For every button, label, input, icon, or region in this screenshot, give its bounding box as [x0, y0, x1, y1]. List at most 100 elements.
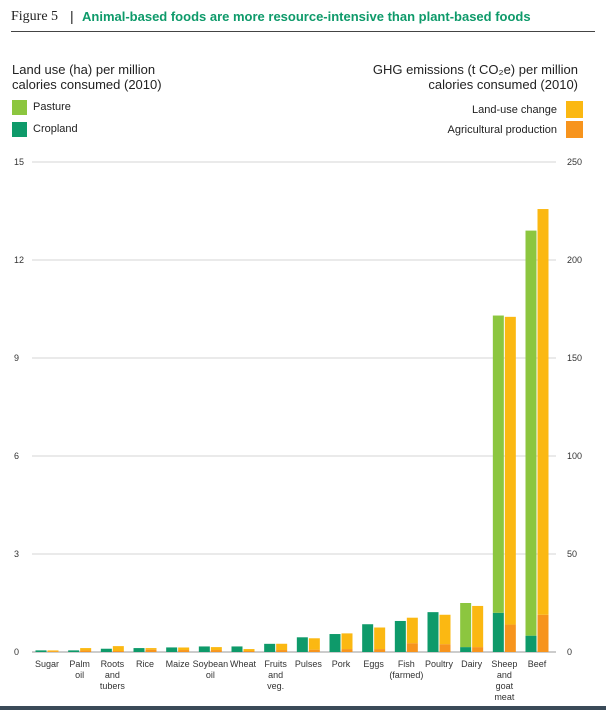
category-label-line: Dairy — [461, 659, 483, 669]
bar-agricultural-production — [178, 650, 190, 652]
category-label-line: oil — [206, 670, 215, 680]
category-label-line: and — [497, 670, 512, 680]
bar-agricultural-production — [439, 644, 451, 652]
legend-label-pasture: Pasture — [33, 101, 71, 113]
category-label-line: Maize — [166, 659, 190, 669]
category-label-line: Fruits — [264, 659, 287, 669]
legend-label-land-use-change: Land-use change — [471, 104, 557, 116]
bar-agricultural-production — [243, 651, 255, 652]
category-label: Beef — [528, 659, 547, 669]
legend-swatch-cropland — [12, 122, 27, 137]
bar-cropland — [166, 647, 178, 652]
category-label-line: tubers — [100, 681, 126, 691]
figure-separator: | — [70, 8, 74, 24]
category-label-line: Fish — [398, 659, 415, 669]
category-label: Rice — [136, 659, 154, 669]
bar-pasture — [525, 230, 537, 636]
left-tick-label: 0 — [14, 647, 19, 657]
left-tick-label: 15 — [14, 157, 24, 167]
bar-cropland — [198, 646, 210, 652]
category-label-line: Pulses — [295, 659, 323, 669]
bar-cropland — [525, 635, 537, 652]
right-tick-label: 0 — [567, 647, 572, 657]
right-tick-label: 150 — [567, 353, 582, 363]
bar-land-use-change — [276, 643, 288, 651]
category-label: Fruits and veg. — [264, 659, 287, 691]
bar-agricultural-production — [406, 643, 418, 652]
right-tick-label: 50 — [567, 549, 577, 559]
bar-land-use-change — [47, 650, 59, 652]
category-label: Roots and tubers — [100, 659, 126, 691]
bar-agricultural-production — [374, 649, 386, 652]
bar-agricultural-production — [537, 614, 549, 652]
right-tick-label: 200 — [567, 255, 582, 265]
right-axis-title-line-1: GHG emissions (t CO₂e) per million — [372, 62, 578, 77]
category-label-line: Roots — [101, 659, 125, 669]
bar-agricultural-production — [308, 649, 320, 652]
category-label: Fish (farmed) — [389, 659, 423, 680]
left-axis-title: Land use (ha) per million calories consu… — [12, 62, 162, 92]
legend-label-cropland: Cropland — [33, 123, 78, 135]
left-tick-label: 6 — [14, 451, 19, 461]
category-label: Dairy — [461, 659, 483, 669]
category-label: Poultry — [425, 659, 454, 669]
category-label-line: Sugar — [35, 659, 59, 669]
bar-land-use-change — [439, 614, 451, 645]
legend-swatch-pasture — [12, 100, 27, 115]
bar-pasture — [492, 315, 504, 613]
bar-cropland — [100, 648, 112, 652]
bar-cropland — [133, 648, 145, 652]
legend-swatch-agricultural-production — [566, 121, 583, 138]
right-axis-title-line-2: calories consumed (2010) — [428, 77, 578, 92]
right-tick-label: 100 — [567, 451, 582, 461]
bar-cropland — [35, 650, 47, 652]
bar-agricultural-production — [145, 649, 157, 652]
bar-land-use-change — [145, 648, 157, 650]
category-label-line: Wheat — [230, 659, 257, 669]
bar-cropland — [231, 646, 243, 652]
bar-agricultural-production — [47, 651, 59, 652]
legend-label-agricultural-production: Agricultural production — [447, 124, 557, 136]
bar-land-use-change — [472, 605, 484, 648]
bar-agricultural-production — [341, 649, 353, 652]
bar-agricultural-production — [112, 651, 124, 652]
category-label-line: Poultry — [425, 659, 454, 669]
category-label-line: meat — [494, 692, 515, 702]
bar-land-use-change — [210, 647, 222, 651]
category-label: Sheep and goat meat — [491, 659, 517, 702]
bar-cropland — [329, 634, 341, 652]
category-label-line: Soybean — [193, 659, 229, 669]
figure-title: Animal-based foods are more resource-int… — [82, 9, 531, 24]
figure-header: Figure 5 | Animal-based foods are more r… — [11, 8, 595, 32]
bar-cropland — [362, 624, 374, 652]
bar-land-use-change — [308, 638, 320, 650]
category-label-line: and — [105, 670, 120, 680]
left-tick-label: 12 — [14, 255, 24, 265]
bar-cropland — [492, 612, 504, 652]
category-label-line: and — [268, 670, 283, 680]
bar-agricultural-production — [80, 650, 92, 652]
bottom-rule — [0, 706, 606, 710]
bar-cropland — [68, 650, 80, 652]
category-label: Pulses — [295, 659, 323, 669]
bar-cropland — [394, 620, 406, 652]
bar-land-use-change — [178, 647, 190, 651]
bar-land-use-change — [80, 648, 92, 651]
bar-land-use-change — [374, 627, 386, 650]
category-label: Sugar — [35, 659, 59, 669]
bar-agricultural-production — [472, 647, 484, 652]
bar-land-use-change — [243, 649, 255, 652]
category-label-line: oil — [75, 670, 84, 680]
category-label: Eggs — [363, 659, 384, 669]
category-label-line: goat — [496, 681, 514, 691]
category-label-line: Sheep — [491, 659, 517, 669]
category-label-line: veg. — [267, 681, 284, 691]
category-label-line: Rice — [136, 659, 154, 669]
left-tick-label: 3 — [14, 549, 19, 559]
bar-cropland — [264, 643, 276, 652]
legend-swatch-land-use-change — [566, 101, 583, 118]
category-label: Wheat — [230, 659, 257, 669]
left-axis-title-line-2: calories consumed (2010) — [12, 77, 162, 92]
category-label-line: Beef — [528, 659, 547, 669]
bar-land-use-change — [406, 617, 418, 644]
